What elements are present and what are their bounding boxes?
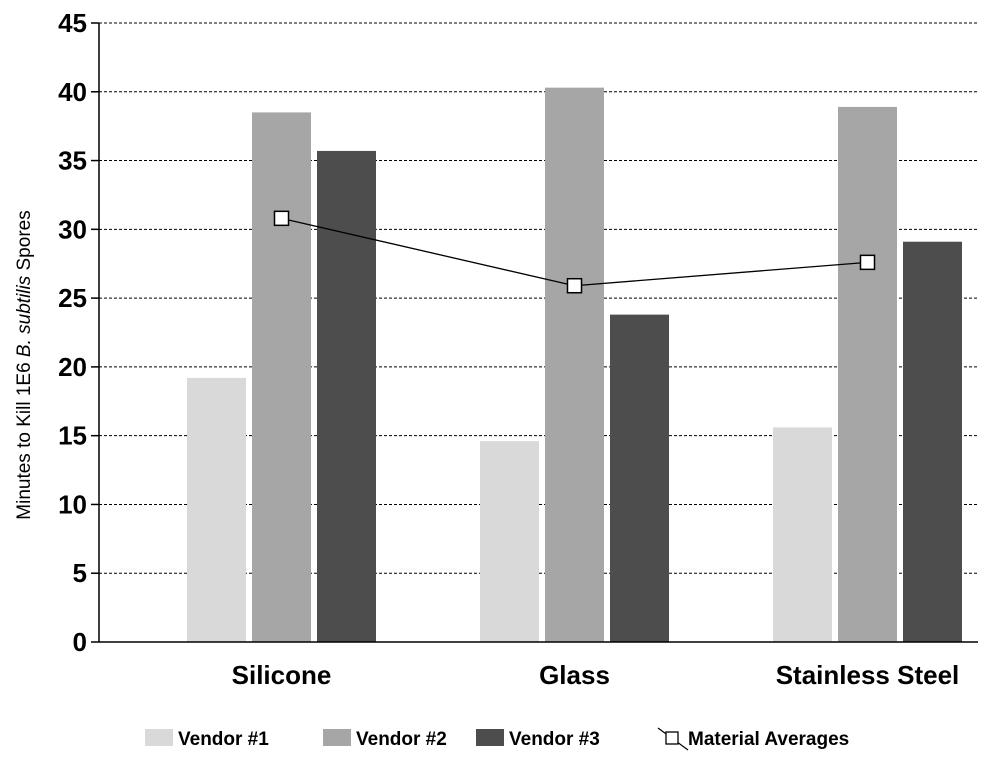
y-tick-label: 20 [58, 352, 87, 382]
average-marker [273, 210, 290, 227]
legend: Vendor #1 Vendor #2 Vendor #3 Material Aver… [145, 727, 849, 751]
y-tick-label: 10 [58, 489, 87, 519]
labels: 0 5 10 15 20 25 30 35 40 45 Silicone Glass Stainless… [58, 8, 959, 690]
legend-label: Vendor #3 [509, 729, 600, 750]
y-tick-label: 5 [73, 558, 87, 588]
bar [903, 241, 962, 643]
legend-label: Vendor #1 [178, 729, 269, 750]
y-axis-title-part-1: Minutes to Kill 1E6 [14, 357, 35, 520]
y-tick-label: 40 [58, 77, 87, 107]
y-tick-label: 25 [58, 283, 87, 313]
y-tick-label: 45 [58, 8, 87, 38]
legend-swatch [476, 729, 504, 746]
y-tick-label: 15 [58, 421, 87, 451]
average-marker [566, 277, 583, 294]
x-category-label: Glass [539, 660, 610, 690]
legend-label: Material Averages [688, 729, 849, 750]
y-axis-title-part-3: Spores [14, 210, 35, 275]
bar [838, 106, 897, 643]
bar [545, 87, 604, 642]
bars [187, 87, 962, 643]
bar [252, 112, 311, 642]
y-axis-title: Minutes to Kill 1E6 B. subtilis Spores [14, 210, 35, 519]
y-tick-label: 35 [58, 146, 87, 176]
x-category-label: Silicone [232, 660, 332, 690]
axes [91, 22, 978, 643]
bar [317, 150, 376, 642]
bar [187, 377, 246, 642]
average-marker [859, 254, 876, 271]
bar [480, 441, 539, 642]
x-category-label: Stainless Steel [776, 660, 960, 690]
y-tick-label: 30 [58, 214, 87, 244]
legend-label: Vendor #2 [356, 729, 447, 750]
legend-swatch [323, 729, 351, 746]
legend-swatch [145, 729, 173, 746]
legend-marker-swatch [665, 731, 679, 745]
bar [773, 427, 832, 642]
y-axis-title-species: B. subtilis [14, 275, 35, 357]
average-line [273, 210, 876, 294]
y-tick-label: 0 [73, 627, 87, 657]
bar [610, 314, 669, 642]
